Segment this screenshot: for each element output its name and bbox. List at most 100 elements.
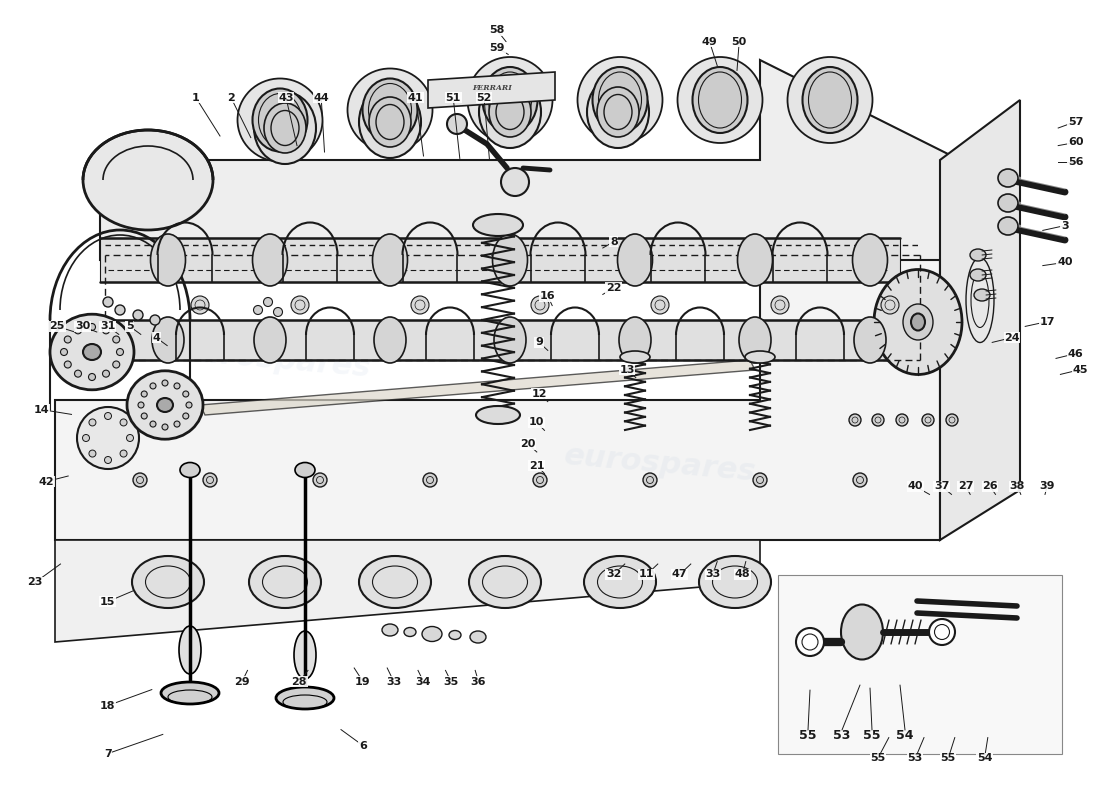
- Ellipse shape: [881, 296, 899, 314]
- Text: 22: 22: [606, 283, 621, 293]
- Ellipse shape: [274, 307, 283, 317]
- Text: 60: 60: [1068, 138, 1084, 147]
- Ellipse shape: [903, 304, 933, 340]
- Ellipse shape: [82, 130, 213, 230]
- Ellipse shape: [104, 457, 111, 463]
- Ellipse shape: [126, 434, 133, 442]
- Ellipse shape: [254, 317, 286, 363]
- Ellipse shape: [587, 76, 649, 148]
- Ellipse shape: [483, 67, 538, 133]
- Text: 53: 53: [834, 729, 850, 742]
- Text: 18: 18: [100, 701, 116, 710]
- Ellipse shape: [254, 92, 316, 164]
- Ellipse shape: [89, 450, 96, 457]
- Ellipse shape: [183, 413, 189, 419]
- Ellipse shape: [404, 627, 416, 637]
- Ellipse shape: [174, 383, 180, 389]
- Ellipse shape: [788, 57, 872, 143]
- Text: 9: 9: [535, 338, 543, 347]
- Text: 30: 30: [75, 322, 90, 331]
- Text: 13: 13: [619, 365, 635, 374]
- Text: 28: 28: [292, 677, 307, 686]
- Ellipse shape: [75, 327, 81, 334]
- Text: 7: 7: [103, 749, 112, 758]
- Text: 16: 16: [540, 291, 556, 301]
- Ellipse shape: [796, 628, 824, 656]
- Ellipse shape: [490, 87, 531, 137]
- Ellipse shape: [359, 86, 421, 158]
- Ellipse shape: [82, 344, 101, 360]
- Ellipse shape: [849, 414, 861, 426]
- Ellipse shape: [138, 402, 144, 408]
- Ellipse shape: [112, 336, 120, 343]
- Ellipse shape: [88, 323, 96, 330]
- Text: 14: 14: [34, 405, 50, 414]
- Ellipse shape: [449, 630, 461, 639]
- Text: 23: 23: [28, 578, 43, 587]
- Ellipse shape: [292, 296, 309, 314]
- Ellipse shape: [102, 327, 110, 334]
- Ellipse shape: [150, 383, 156, 389]
- Ellipse shape: [133, 473, 147, 487]
- Ellipse shape: [584, 556, 656, 608]
- Ellipse shape: [112, 361, 120, 368]
- Ellipse shape: [359, 556, 431, 608]
- Ellipse shape: [191, 296, 209, 314]
- Text: 45: 45: [1072, 365, 1088, 374]
- Text: 40: 40: [1057, 258, 1072, 267]
- Ellipse shape: [161, 682, 219, 704]
- Ellipse shape: [186, 402, 192, 408]
- Ellipse shape: [494, 317, 526, 363]
- Ellipse shape: [874, 270, 962, 374]
- Ellipse shape: [771, 296, 789, 314]
- Ellipse shape: [150, 421, 156, 427]
- Ellipse shape: [133, 310, 143, 320]
- Ellipse shape: [104, 413, 111, 419]
- Text: 3: 3: [1062, 221, 1068, 230]
- Text: FERRARI: FERRARI: [472, 84, 512, 92]
- Text: 42: 42: [39, 477, 54, 486]
- Ellipse shape: [180, 462, 200, 478]
- Ellipse shape: [803, 67, 858, 133]
- Ellipse shape: [737, 234, 772, 286]
- Ellipse shape: [152, 317, 184, 363]
- Text: 35: 35: [443, 677, 459, 686]
- Ellipse shape: [693, 67, 748, 133]
- Text: 1: 1: [191, 93, 200, 102]
- Text: eurospares: eurospares: [162, 541, 322, 579]
- Ellipse shape: [620, 351, 650, 363]
- Ellipse shape: [447, 114, 468, 134]
- Ellipse shape: [745, 351, 776, 363]
- Ellipse shape: [644, 473, 657, 487]
- Ellipse shape: [363, 78, 418, 142]
- Ellipse shape: [88, 374, 96, 381]
- Text: 8: 8: [609, 237, 618, 246]
- Text: 55: 55: [870, 754, 886, 763]
- Ellipse shape: [478, 76, 541, 148]
- Ellipse shape: [238, 78, 322, 162]
- Ellipse shape: [157, 398, 173, 412]
- Ellipse shape: [930, 619, 955, 645]
- Ellipse shape: [60, 349, 67, 355]
- Polygon shape: [940, 100, 1020, 540]
- Text: eurospares: eurospares: [563, 441, 757, 487]
- Ellipse shape: [970, 269, 986, 281]
- Ellipse shape: [476, 406, 520, 424]
- Ellipse shape: [842, 605, 883, 659]
- Ellipse shape: [120, 450, 128, 457]
- Ellipse shape: [249, 556, 321, 608]
- Ellipse shape: [531, 296, 549, 314]
- Text: 52: 52: [476, 93, 492, 102]
- Ellipse shape: [179, 626, 201, 674]
- Ellipse shape: [141, 391, 147, 397]
- Ellipse shape: [852, 234, 888, 286]
- Ellipse shape: [162, 380, 168, 386]
- Ellipse shape: [117, 349, 123, 355]
- Text: 26: 26: [982, 482, 998, 491]
- Ellipse shape: [294, 631, 316, 679]
- Text: 54: 54: [977, 754, 992, 763]
- Polygon shape: [428, 72, 556, 108]
- Ellipse shape: [276, 687, 334, 709]
- Ellipse shape: [424, 473, 437, 487]
- Ellipse shape: [50, 314, 134, 390]
